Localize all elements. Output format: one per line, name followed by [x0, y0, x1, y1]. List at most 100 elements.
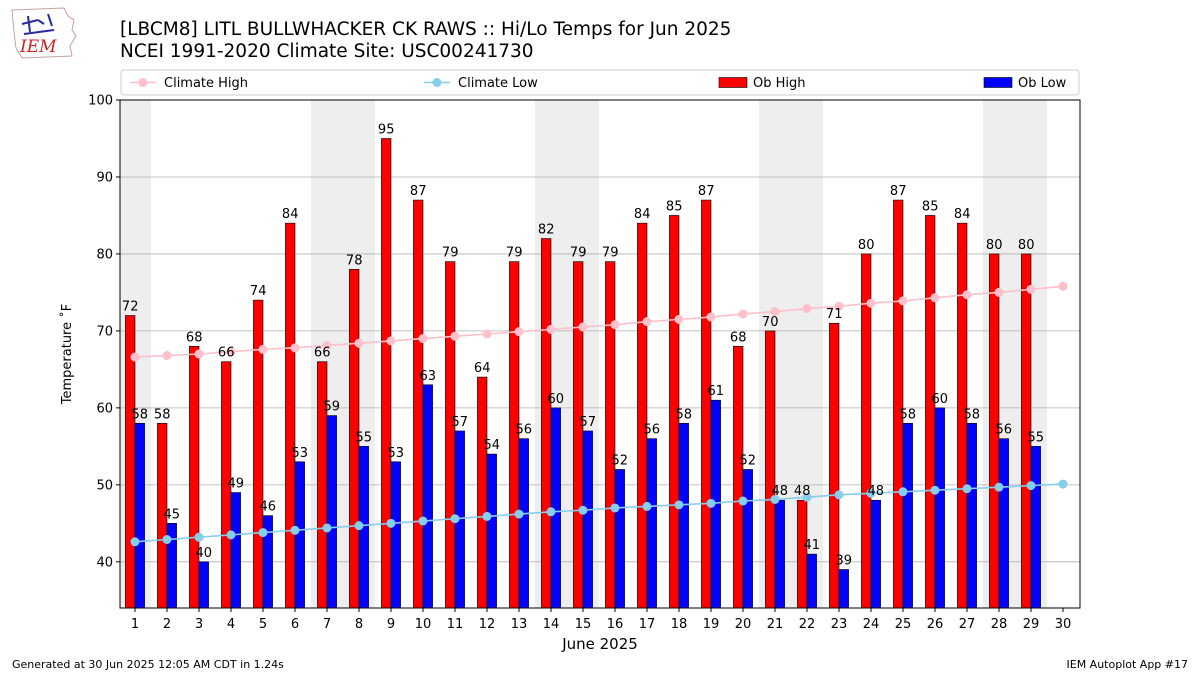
x-tick-label: 24	[863, 617, 880, 632]
ob-high-label: 85	[922, 199, 939, 214]
ob-low-bar	[582, 430, 593, 609]
weather-station-icon	[21, 13, 55, 35]
ob-low-label: 46	[260, 500, 277, 515]
climate-high-point	[834, 301, 844, 311]
x-tick-label: 29	[1023, 617, 1040, 632]
ob-high-label: 79	[506, 246, 523, 261]
climate-low-point	[546, 507, 556, 517]
x-tick-label: 30	[1055, 617, 1072, 632]
ob-low-bar	[614, 469, 625, 609]
climate-low-point	[1058, 479, 1068, 489]
ob-high-bar	[893, 199, 904, 609]
ob-low-bar	[934, 407, 945, 609]
climate-low-point	[642, 501, 652, 511]
y-tick-label: 80	[96, 247, 113, 262]
ob-high-label: 71	[826, 307, 843, 322]
climate-high-point	[482, 329, 492, 339]
ob-low-label: 57	[580, 415, 597, 430]
ob-low-label: 55	[356, 430, 373, 445]
x-tick-label: 17	[639, 617, 656, 632]
climate-high-point	[802, 304, 812, 314]
climate-high-point	[130, 352, 140, 362]
climate-high-point	[770, 307, 780, 317]
climate-high-point	[578, 322, 588, 332]
ob-low-label: 60	[548, 392, 565, 407]
climate-low-point	[610, 503, 620, 513]
iem-logo: IEM	[11, 7, 77, 59]
climate-low-point	[322, 523, 332, 533]
ob-low-bar	[518, 438, 529, 609]
ob-low-bar	[390, 461, 401, 609]
ob-low-bar	[134, 422, 145, 609]
ob-low-bar	[806, 553, 817, 609]
ob-low-bar	[646, 438, 657, 609]
climate-high-point	[546, 324, 556, 334]
ob-high-bar	[701, 199, 712, 609]
y-tick-label: 60	[96, 401, 113, 416]
ob-high-label: 66	[314, 346, 331, 361]
ob-low-bar	[678, 422, 689, 609]
legend: Climate High Climate Low Ob High Ob Low	[120, 69, 1080, 96]
climate-high-point	[674, 314, 684, 324]
climate-high-point	[962, 290, 972, 300]
ob-high-label: 80	[986, 238, 1003, 253]
ob-high-label: 64	[474, 361, 491, 376]
climate-high-point	[994, 287, 1004, 297]
climate-high-point	[354, 338, 364, 348]
ob-low-label: 55	[1028, 430, 1045, 445]
climate-high-point	[738, 309, 748, 319]
ob-low-bar	[422, 384, 433, 609]
y-axis-label: Temperature ˚F	[59, 304, 75, 405]
climate-high-line	[134, 285, 1064, 358]
data-labels-layer: 72 58 68 66 74 84 66 78 95 87 79 64 79 82 79 79 84 85 87 68…	[122, 122, 1044, 568]
ob-low-label: 56	[516, 423, 533, 438]
x-tick-label: 18	[671, 617, 688, 632]
ob-high-bar	[541, 238, 552, 609]
temperature-chart: [LBCM8] LITL BULLWHACKER CK RAWS :: Hi/L…	[59, 19, 1081, 653]
ob-low-label: 58	[964, 407, 981, 422]
climate-low-point	[226, 530, 236, 540]
ob-low-label: 52	[740, 453, 757, 468]
ob-low-bar	[198, 561, 209, 609]
ob-high-label: 79	[602, 246, 619, 261]
climate-high-point	[450, 331, 460, 341]
ob-low-label: 52	[612, 453, 629, 468]
ob-low-label: 41	[804, 538, 821, 553]
climate-low-point	[450, 514, 460, 524]
x-tick-label: 3	[195, 617, 203, 632]
climate-high-point	[1026, 284, 1036, 294]
x-tick-label: 5	[259, 617, 267, 632]
ob-high-bar	[477, 376, 488, 609]
climate-high-point	[898, 296, 908, 306]
ob-low-label: 53	[292, 446, 309, 461]
ob-low-bar	[902, 422, 913, 609]
y-tick-label: 70	[96, 324, 113, 339]
climate-low-point	[898, 487, 908, 497]
ob-high-bar	[765, 330, 776, 609]
ob-low-label: 56	[996, 423, 1013, 438]
x-tick-label: 22	[799, 617, 816, 632]
ob-high-bar	[285, 222, 296, 609]
x-axis-label: June 2025	[561, 635, 638, 653]
ob-low-label: 63	[420, 369, 437, 384]
ob-high-label: 87	[890, 184, 907, 199]
ob-low-bar	[326, 415, 337, 609]
x-tick-label: 10	[415, 617, 432, 632]
climate-low-point	[194, 532, 204, 542]
climate-high-point	[226, 347, 236, 357]
x-tick-label: 15	[575, 617, 592, 632]
climate-low-point	[162, 534, 172, 544]
y-tick-label: 40	[96, 555, 113, 570]
ob-low-bar	[774, 499, 785, 609]
climate-high-point	[642, 317, 652, 327]
ob-low-label: 56	[644, 423, 661, 438]
ob-high-label: 72	[122, 300, 139, 315]
ob-low-label: 48	[868, 484, 885, 499]
ob-high-label: 68	[186, 330, 203, 345]
climate-high-point	[258, 344, 268, 354]
climate-low-point	[354, 521, 364, 531]
ob-high-bar	[637, 222, 648, 609]
climate-high-point	[866, 298, 876, 308]
y-tick-label: 50	[96, 478, 113, 493]
climate-low-point	[866, 488, 876, 498]
